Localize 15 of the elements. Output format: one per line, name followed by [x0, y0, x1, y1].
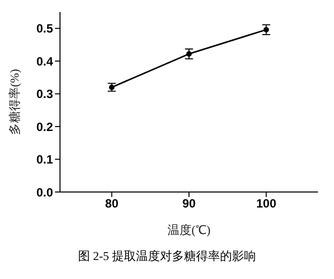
x-tick-label: 80 [105, 196, 119, 211]
y-tick-label: 0.5 [36, 22, 54, 36]
x-tick-label: 90 [182, 196, 196, 211]
x-tick-label: 100 [256, 196, 277, 211]
point [263, 26, 269, 32]
y-axis-title: 多糖得率(%) [7, 69, 22, 135]
point [109, 84, 115, 90]
y-tick-label: 0.3 [36, 87, 54, 102]
y-tick-label: 0.4 [36, 54, 54, 68]
y-tick-label: 0.2 [36, 120, 54, 134]
y-tick-label: 0.0 [36, 185, 54, 200]
point [186, 51, 192, 57]
x-axis-title: 温度(℃) [168, 223, 210, 237]
y-tick-label: 0.1 [36, 152, 54, 167]
caption: 图 2-5 提取温度对多糖得率的影响 [77, 248, 257, 265]
